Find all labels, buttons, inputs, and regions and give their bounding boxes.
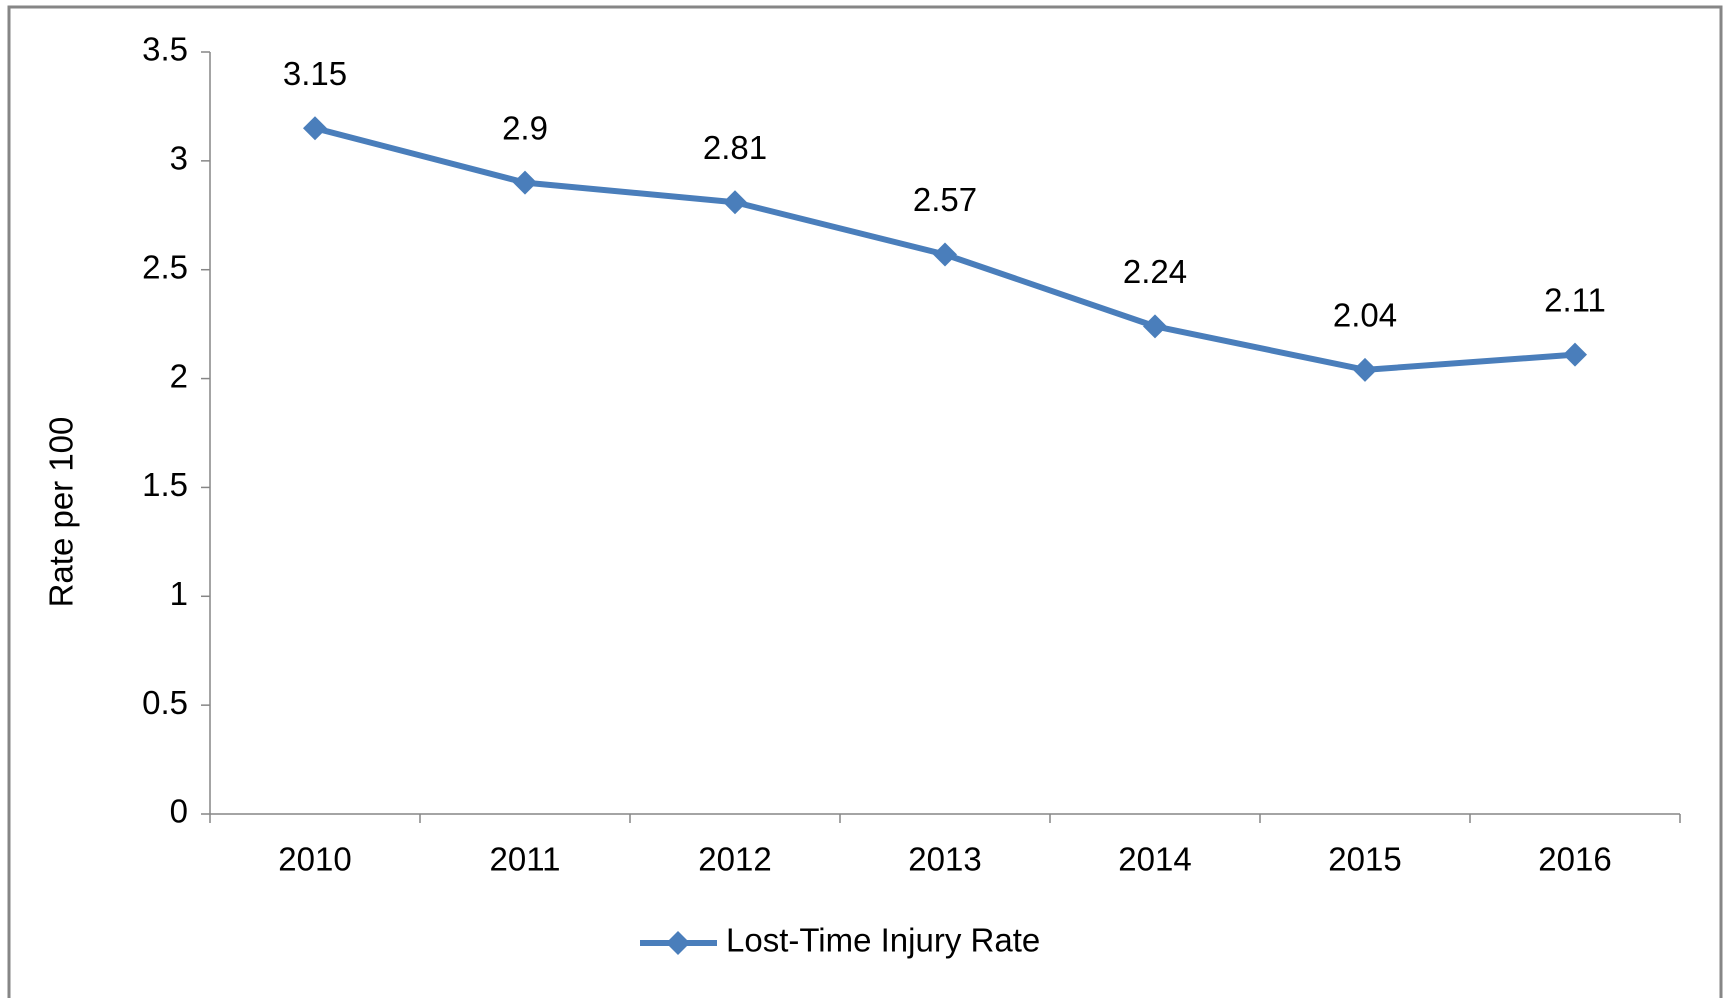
point-marker <box>723 190 747 215</box>
y-tick-label: 2 <box>170 357 188 394</box>
y-tick-label: 3 <box>170 140 188 177</box>
data-label: 2.11 <box>1544 281 1606 318</box>
y-tick-label: 0.5 <box>142 684 188 721</box>
x-tick-label: 2013 <box>908 841 981 878</box>
x-tick-label: 2014 <box>1118 841 1191 878</box>
point-marker <box>1353 357 1377 382</box>
y-axis-label: Rate per 100 <box>43 417 80 608</box>
data-label: 2.57 <box>913 181 977 218</box>
data-label: 2.24 <box>1123 253 1187 290</box>
data-label: 3.15 <box>283 55 347 92</box>
y-tick-label: 1 <box>170 575 188 612</box>
x-tick-label: 2011 <box>490 841 561 878</box>
legend-marker <box>666 931 690 955</box>
x-tick-label: 2010 <box>278 841 351 878</box>
point-marker <box>1563 342 1587 367</box>
x-tick-label: 2012 <box>698 841 771 878</box>
point-marker <box>303 116 327 141</box>
point-marker <box>513 170 537 195</box>
x-tick-label: 2016 <box>1538 841 1611 878</box>
data-label: 2.9 <box>502 109 548 146</box>
x-tick-label: 2015 <box>1328 841 1401 878</box>
data-label: 2.81 <box>703 129 767 166</box>
point-marker <box>933 242 957 267</box>
y-tick-label: 1.5 <box>142 466 188 503</box>
chart-border <box>7 5 1723 998</box>
legend-label: Lost-Time Injury Rate <box>726 922 1040 959</box>
point-marker <box>1143 314 1167 339</box>
y-tick-label: 0 <box>170 793 188 830</box>
y-tick-label: 2.5 <box>142 248 188 285</box>
data-label: 2.04 <box>1333 297 1397 334</box>
y-tick-label: 3.5 <box>142 31 188 68</box>
